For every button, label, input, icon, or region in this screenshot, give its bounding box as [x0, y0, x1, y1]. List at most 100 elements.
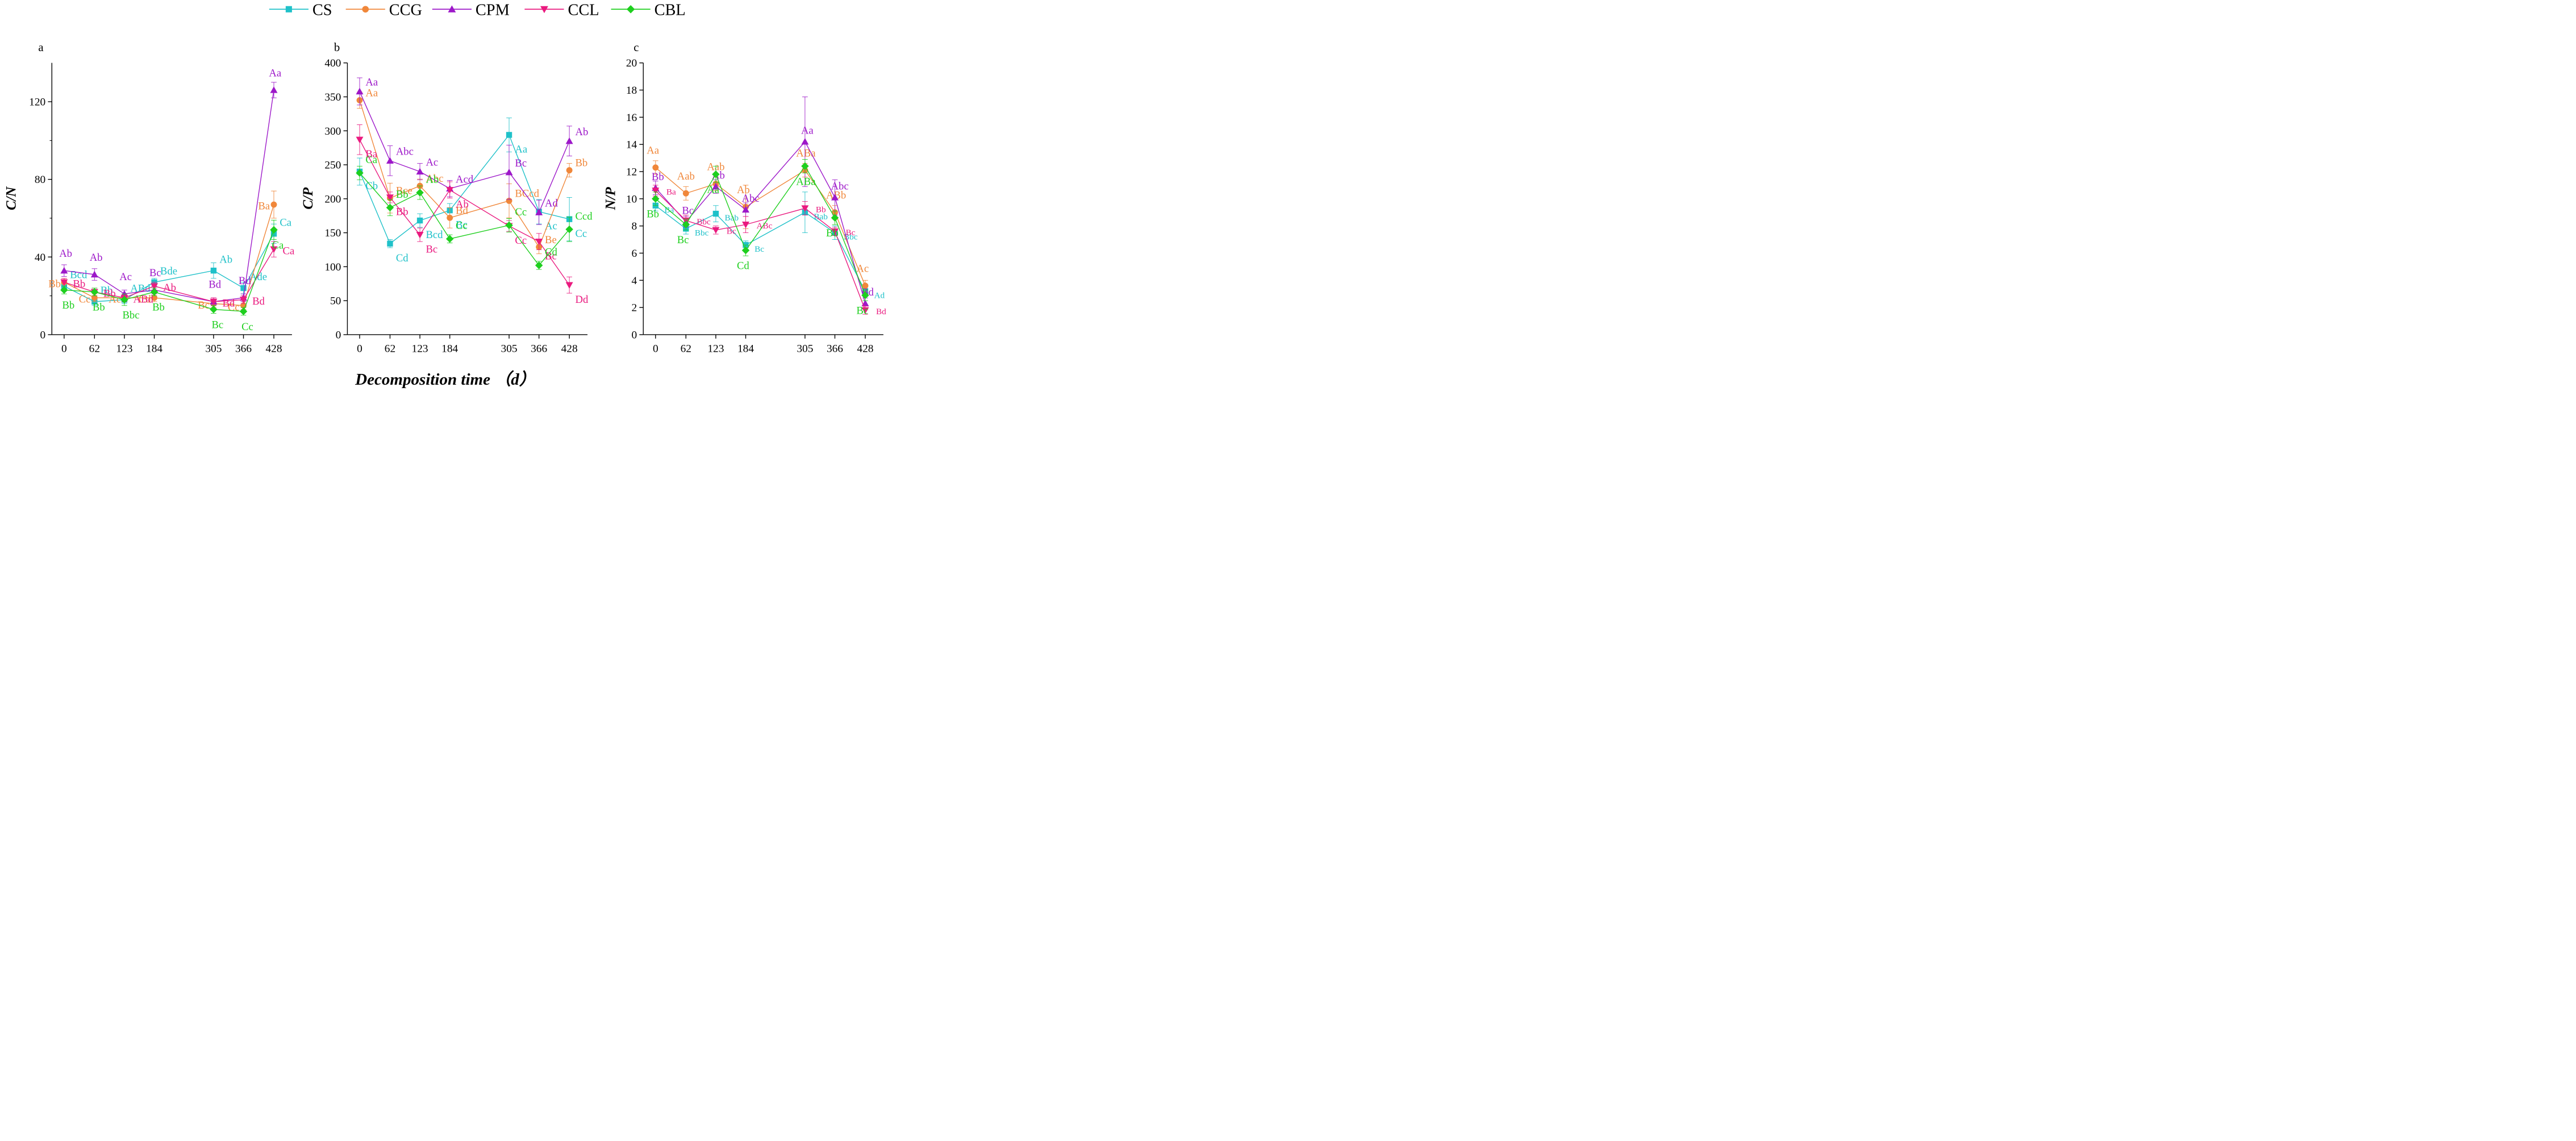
significance-label: Ca: [280, 216, 291, 228]
x-tick-label: 184: [146, 343, 162, 355]
significance-label: Abc: [396, 145, 414, 157]
figure-stage: CS CCG CPM CCL CBL a 0 40 80 120 0 62 123 184 305 366 4…: [0, 0, 891, 394]
significance-label: Bb: [103, 288, 116, 299]
data-point: [505, 168, 513, 176]
series-ccg: Aa Bce Abc Bd BCcd Be Bb: [356, 88, 587, 255]
significance-label: Bb: [152, 302, 165, 314]
x-axis-title: Decomposition time （d）: [355, 370, 536, 389]
data-point: [862, 282, 869, 289]
data-point: [831, 228, 839, 235]
y-tick-label: 350: [324, 91, 341, 103]
significance-label: Aa: [365, 77, 378, 89]
data-point: [210, 298, 218, 306]
significance-label: Cd: [396, 252, 409, 264]
significance-label: Bc: [211, 319, 223, 331]
y-tick-label: 200: [324, 193, 341, 205]
data-point: [356, 169, 364, 177]
y-axis-title: C/N: [4, 186, 19, 211]
significance-label: Ad: [874, 291, 885, 301]
significance-label: Bbc: [695, 228, 709, 238]
significance-label: ABd: [134, 294, 154, 306]
data-point: [446, 187, 454, 194]
significance-label: Ccd: [575, 210, 593, 222]
data-point: [831, 193, 839, 201]
significance-label: Abc: [426, 173, 443, 185]
significance-label: Cc: [456, 220, 468, 232]
significance-label: ABa: [796, 147, 816, 159]
legend-marker-ccl: [540, 6, 548, 14]
y-tick-label: 400: [324, 57, 341, 69]
y-tick-label: 150: [324, 227, 341, 239]
y-tick-label: 300: [324, 126, 341, 138]
data-point: [270, 246, 278, 253]
data-point: [60, 266, 68, 274]
data-point: [801, 205, 809, 213]
data-point: [712, 227, 720, 234]
data-point: [801, 138, 809, 145]
significance-label: Ac: [119, 271, 132, 283]
panel-label-b: b: [334, 41, 340, 54]
significance-label: Ad: [545, 197, 558, 209]
significance-label: Bd: [209, 279, 221, 291]
panel-label-c: c: [633, 41, 639, 54]
y-tick-label: 16: [626, 112, 637, 124]
significance-label: Bc: [545, 250, 557, 262]
significance-label: ABc: [757, 221, 773, 231]
significance-label: Ab: [163, 282, 176, 294]
y-tick-label: 250: [324, 160, 341, 172]
significance-label: Aab: [677, 170, 695, 182]
significance-label: Ab: [575, 126, 588, 138]
panel-label-a: a: [38, 41, 43, 54]
legend-item-ccg: CCG: [345, 1, 422, 19]
x-tick-label: 305: [797, 343, 813, 355]
significance-label: Bc: [426, 243, 437, 255]
significance-label: Ab: [737, 184, 750, 196]
significance-label: Bd: [876, 307, 886, 317]
significance-label: Bb: [647, 209, 659, 220]
data-point: [505, 221, 513, 230]
y-tick-label: 100: [324, 261, 341, 273]
y-tick-label: 0: [631, 330, 637, 342]
x-tick-label: 0: [61, 343, 67, 355]
panel-c: c 0 2 4 6 8 10 12 14 16 18 20 0 62 123 184 305 366 428 N/P B…: [603, 41, 886, 355]
data-point: [210, 268, 217, 274]
significance-label: Aa: [365, 88, 378, 99]
data-point: [535, 209, 543, 215]
significance-label: Bce: [396, 185, 412, 197]
significance-label: Bb: [826, 227, 839, 239]
y-tick-label: 8: [631, 220, 637, 232]
data-point: [151, 283, 159, 290]
significance-label: Ac: [426, 157, 438, 169]
data-point: [712, 210, 719, 217]
x-tick-label: 0: [357, 343, 362, 355]
x-tick-label: 305: [205, 343, 222, 355]
significance-label: Cd: [545, 247, 557, 259]
data-point: [416, 168, 424, 175]
data-point: [90, 270, 98, 278]
data-point: [416, 217, 423, 224]
y-tick-label: 120: [29, 97, 45, 109]
significance-label: Cd: [139, 294, 151, 306]
significance-label: Ca: [365, 154, 377, 166]
data-point: [239, 307, 248, 315]
data-point: [356, 136, 364, 144]
data-point: [566, 167, 573, 174]
x-tick-label: 62: [385, 343, 395, 355]
significance-label: Bb: [93, 302, 105, 314]
x-tick-label: 0: [653, 343, 658, 355]
significance-label: Ac: [856, 263, 869, 275]
data-point: [270, 86, 278, 93]
significance-label: Bbc: [697, 217, 711, 227]
significance-label: Bb: [73, 278, 85, 290]
y-tick-label: 14: [626, 139, 637, 151]
significance-label: Bc: [845, 228, 855, 238]
legend-label-ccl: CCL: [568, 1, 599, 19]
significance-label: Bde: [160, 265, 177, 277]
significance-label: Bbc: [122, 309, 139, 321]
x-tick-label: 184: [737, 343, 754, 355]
y-tick-label: 20: [626, 57, 637, 69]
legend-label-cs: CS: [312, 1, 332, 19]
y-tick-label: 12: [626, 166, 637, 178]
